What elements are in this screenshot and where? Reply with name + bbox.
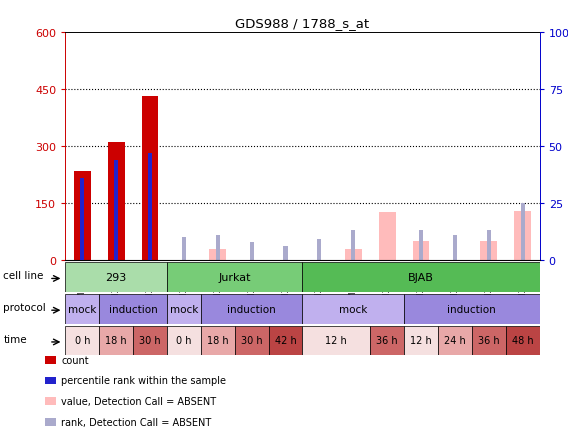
- Text: 0 h: 0 h: [74, 336, 90, 345]
- Bar: [99, 326, 133, 355]
- Bar: [404, 326, 438, 355]
- Bar: [404, 294, 540, 324]
- Bar: [370, 326, 404, 355]
- Text: Jurkat: Jurkat: [219, 273, 251, 282]
- Text: 42 h: 42 h: [275, 336, 296, 345]
- Bar: [506, 326, 540, 355]
- Bar: [133, 326, 167, 355]
- Bar: [141, 97, 158, 260]
- Text: 293: 293: [106, 273, 127, 282]
- Text: 18 h: 18 h: [207, 336, 228, 345]
- Bar: [148, 153, 152, 260]
- Bar: [269, 326, 303, 355]
- Bar: [412, 241, 429, 260]
- Text: induction: induction: [108, 304, 157, 314]
- Text: induction: induction: [448, 304, 496, 314]
- Bar: [108, 143, 124, 260]
- Text: 36 h: 36 h: [478, 336, 500, 345]
- Bar: [481, 241, 497, 260]
- Bar: [438, 326, 472, 355]
- Text: rank, Detection Call = ABSENT: rank, Detection Call = ABSENT: [61, 418, 212, 427]
- Text: 18 h: 18 h: [105, 336, 127, 345]
- Bar: [419, 231, 423, 260]
- Text: mock: mock: [170, 304, 198, 314]
- Text: percentile rank within the sample: percentile rank within the sample: [61, 376, 226, 385]
- Text: mock: mock: [339, 304, 367, 314]
- Text: 48 h: 48 h: [512, 336, 533, 345]
- Bar: [303, 294, 404, 324]
- Text: value, Detection Call = ABSENT: value, Detection Call = ABSENT: [61, 397, 216, 406]
- Bar: [209, 250, 226, 260]
- Bar: [167, 263, 303, 292]
- Text: 12 h: 12 h: [325, 336, 347, 345]
- Text: 12 h: 12 h: [410, 336, 432, 345]
- Text: 36 h: 36 h: [377, 336, 398, 345]
- Bar: [351, 231, 356, 260]
- Text: induction: induction: [227, 304, 276, 314]
- Text: BJAB: BJAB: [408, 273, 434, 282]
- Text: mock: mock: [68, 304, 97, 314]
- Bar: [80, 178, 84, 260]
- Text: time: time: [3, 334, 27, 344]
- Bar: [379, 213, 396, 260]
- Bar: [487, 231, 491, 260]
- Bar: [201, 294, 303, 324]
- Bar: [303, 326, 370, 355]
- Text: count: count: [61, 355, 89, 365]
- Text: cell line: cell line: [3, 271, 44, 281]
- Text: 30 h: 30 h: [139, 336, 161, 345]
- Bar: [521, 204, 525, 260]
- Bar: [167, 294, 201, 324]
- Text: 30 h: 30 h: [241, 336, 262, 345]
- Bar: [472, 326, 506, 355]
- Bar: [283, 247, 287, 260]
- Text: 0 h: 0 h: [176, 336, 191, 345]
- Bar: [235, 326, 269, 355]
- Bar: [99, 294, 167, 324]
- Bar: [74, 171, 91, 260]
- Bar: [303, 263, 540, 292]
- Bar: [65, 294, 99, 324]
- Bar: [345, 250, 362, 260]
- Bar: [318, 240, 321, 260]
- Bar: [249, 242, 254, 260]
- Text: protocol: protocol: [3, 302, 46, 312]
- Title: GDS988 / 1788_s_at: GDS988 / 1788_s_at: [235, 17, 370, 30]
- Bar: [167, 326, 201, 355]
- Bar: [216, 235, 220, 260]
- Text: 24 h: 24 h: [444, 336, 466, 345]
- Bar: [182, 237, 186, 260]
- Bar: [201, 326, 235, 355]
- Bar: [453, 235, 457, 260]
- Bar: [65, 263, 167, 292]
- Bar: [514, 211, 531, 260]
- Bar: [114, 160, 118, 260]
- Bar: [65, 326, 99, 355]
